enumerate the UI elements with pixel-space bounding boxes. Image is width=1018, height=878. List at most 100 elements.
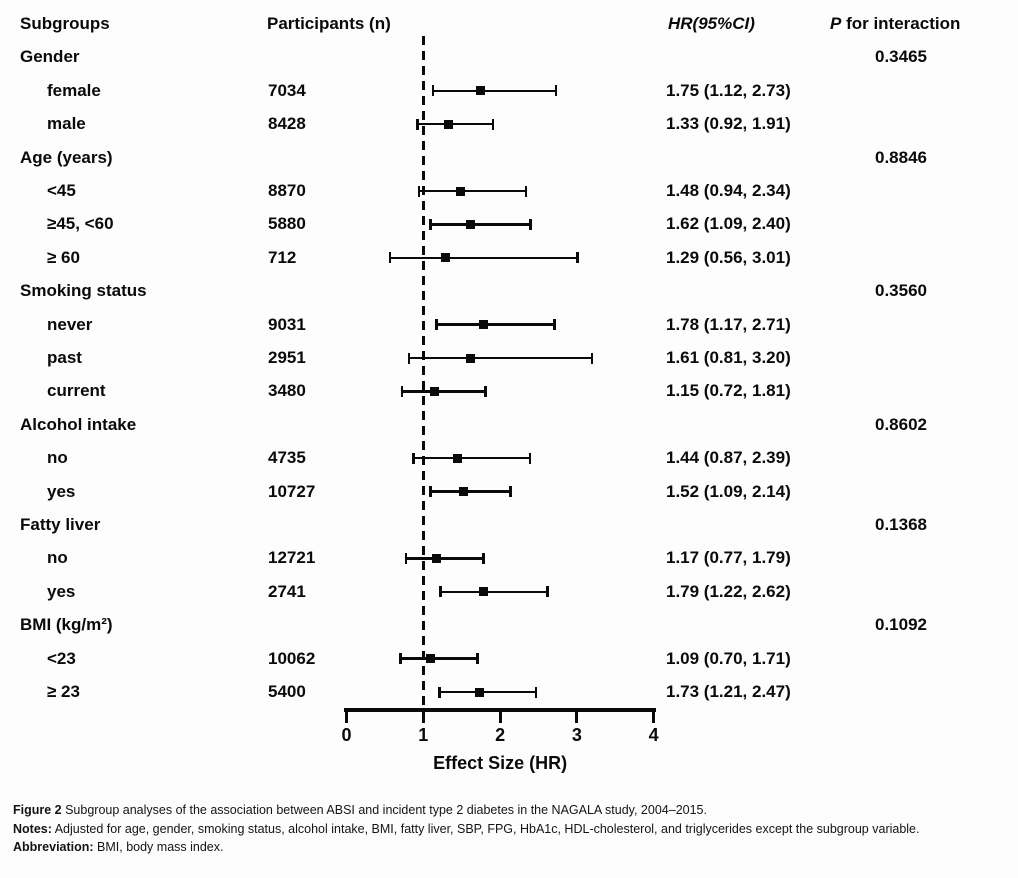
ci-line (405, 557, 484, 560)
group-label: Fatty liver (20, 515, 101, 534)
ci-cap-left (429, 486, 432, 498)
ci-cap-right (529, 218, 532, 230)
hr-point-marker (458, 487, 468, 497)
figure-notes-label: Notes: (13, 821, 52, 836)
ci-cap-right (509, 486, 512, 498)
ci-cap-right (484, 385, 487, 397)
group-label: Age (years) (20, 147, 113, 167)
hr-point-marker (444, 119, 454, 129)
x-axis-tick-label: 0 (341, 725, 352, 745)
participants-count: 3480 (268, 381, 306, 401)
ci-line (432, 89, 557, 93)
subgroup-label: <23 (47, 648, 76, 668)
col-header-p-interaction: P for interaction (830, 13, 960, 35)
hr-ci-value: 1.62 (1.09, 2.40) (666, 214, 791, 234)
participants-count: 5400 (268, 682, 306, 701)
p-header-rest: for interaction (841, 14, 961, 33)
ci-line (401, 390, 486, 393)
x-axis-label: Effect Size (HR) (433, 753, 568, 773)
x-axis-tick (421, 708, 425, 723)
hr-ci-value: 1.73 (1.21, 2.47) (666, 682, 791, 701)
participants-count: 2741 (268, 581, 306, 601)
subgroup-label: never (47, 314, 93, 334)
hr-point-marker (478, 320, 488, 330)
ci-cap-right (528, 452, 532, 464)
subgroup-label: male (47, 114, 86, 134)
ci-line (417, 122, 494, 126)
group-label: Alcohol intake (20, 414, 137, 434)
hr-ci-value: 1.17 (0.77, 1.79) (666, 548, 791, 568)
ci-cap-left (399, 653, 402, 665)
x-axis-tick (652, 708, 656, 723)
p-interaction-value: 0.8602 (875, 414, 927, 434)
subgroup-label: <45 (47, 181, 76, 200)
ci-cap-left (416, 118, 419, 130)
group-label: BMI (kg/m²) (20, 615, 113, 635)
hr-point-marker (431, 553, 441, 563)
participants-count: 4735 (268, 448, 306, 468)
subgroup-label: female (47, 80, 101, 100)
ci-cap-left (404, 552, 408, 564)
hr-point-marker (430, 386, 440, 396)
participants-count: 712 (268, 247, 297, 267)
x-axis-tick-label: 2 (495, 725, 506, 745)
hr-ci-value: 1.44 (0.87, 2.39) (666, 448, 791, 468)
participants-count: 12721 (268, 548, 316, 568)
figure-caption-text: Subgroup analyses of the association bet… (61, 803, 707, 817)
participants-count: 7034 (268, 80, 306, 100)
x-axis-tick-label: 4 (648, 725, 659, 745)
participants-count: 9031 (268, 314, 306, 334)
ci-cap-left (407, 352, 411, 364)
ci-line (418, 189, 527, 193)
hr-point-marker (441, 253, 451, 263)
hr-ci-value: 1.29 (0.56, 3.01) (666, 247, 791, 267)
ci-cap-right (546, 586, 549, 598)
ci-cap-right (482, 552, 485, 564)
ci-cap-right (476, 653, 479, 665)
subgroup-label: yes (47, 581, 76, 601)
participants-count: 8870 (268, 181, 306, 200)
subgroup-label: ≥45, <60 (47, 214, 114, 234)
figure-abbreviation-text: BMI, body mass index. (93, 840, 224, 854)
hr-point-marker (452, 453, 462, 463)
figure-caption: Figure 2 Subgroup analyses of the associ… (13, 801, 1003, 820)
hr-ci-value: 1.52 (1.09, 2.14) (666, 481, 791, 501)
hr-point-marker (465, 353, 475, 363)
hr-ci-value: 1.09 (0.70, 1.71) (666, 648, 791, 668)
ci-cap-left (417, 185, 421, 197)
ci-cap-right (554, 85, 558, 97)
subgroup-label: current (47, 381, 106, 401)
figure-caption-label: Figure 2 (13, 803, 62, 817)
x-axis-tick-label: 1 (418, 725, 429, 745)
hr-ci-value: 1.15 (0.72, 1.81) (666, 381, 791, 401)
ci-line (400, 657, 478, 660)
col-header-participants: Participants (n) (267, 14, 391, 33)
ci-line (440, 590, 548, 594)
p-interaction-value: 0.1368 (875, 515, 927, 534)
ci-line (430, 223, 531, 226)
figure-abbreviation: Abbreviation: BMI, body mass index. (13, 838, 1003, 857)
p-header-italic: P (830, 14, 842, 33)
col-header-hr-ci: HR(95%CI) (668, 14, 755, 33)
group-label: Smoking status (20, 281, 147, 301)
subgroup-label: no (47, 548, 68, 568)
x-axis-tick-label: 3 (571, 725, 582, 745)
ci-cap-right (553, 319, 556, 331)
subgroup-label: ≥ 60 (47, 247, 80, 267)
hr-point-marker (476, 86, 486, 96)
participants-count: 8428 (268, 114, 306, 134)
participants-count: 5880 (268, 214, 306, 234)
p-interaction-value: 0.3465 (875, 47, 927, 67)
group-label: Gender (20, 47, 80, 67)
figure-abbreviation-label: Abbreviation: (13, 840, 94, 854)
x-axis-tick (345, 708, 348, 723)
reference-line (421, 36, 425, 708)
hr-ci-value: 1.33 (0.92, 1.91) (666, 114, 791, 134)
ci-cap-right (590, 352, 594, 364)
ci-line (389, 256, 578, 260)
hr-ci-value: 1.75 (1.12, 2.73) (666, 80, 791, 100)
hr-point-marker (455, 186, 465, 196)
figure-notes-text: Adjusted for age, gender, smoking status… (51, 821, 920, 836)
ci-cap-right (534, 686, 538, 698)
x-axis-tick (575, 708, 579, 723)
